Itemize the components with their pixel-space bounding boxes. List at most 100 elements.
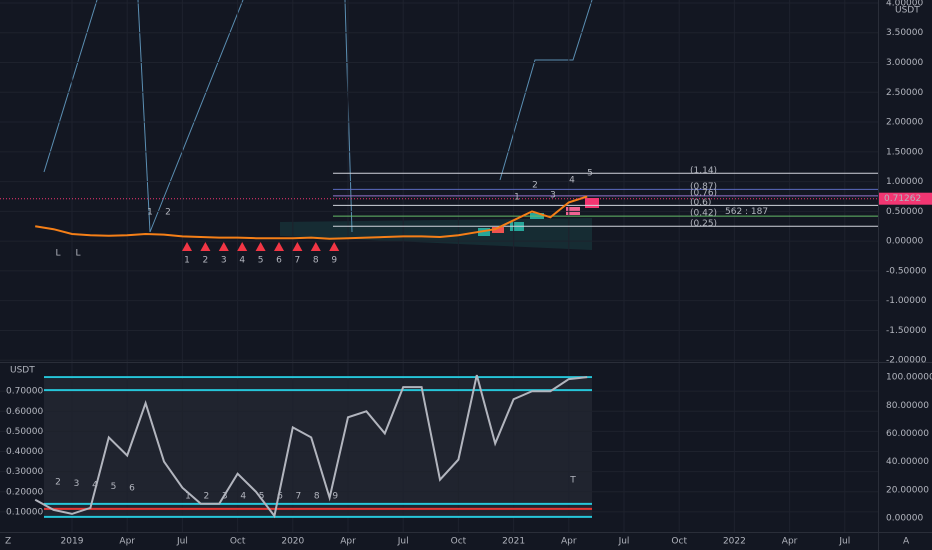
level-label: (0.6) — [690, 198, 711, 208]
count-label: 5 — [111, 482, 117, 492]
x-tick-label: 2022 — [723, 537, 746, 547]
y-tick-label: 3.50000 — [886, 28, 923, 38]
y-tick-label: 0.60000 — [6, 407, 43, 417]
count-label: 8 — [313, 256, 319, 266]
y2-tick-label: 80.00000 — [886, 401, 929, 411]
green-label: 1 — [147, 208, 153, 218]
trendline — [137, 0, 151, 233]
y-tick-label: -1.50000 — [886, 326, 927, 336]
x-tick-label: 2019 — [61, 537, 84, 547]
count-label: 9 — [332, 492, 338, 502]
count-label: 9 — [331, 256, 337, 266]
signal-triangle — [329, 242, 340, 251]
last-price-box — [879, 192, 932, 205]
y-tick-label: -0.50000 — [886, 266, 927, 276]
count-label: 8 — [314, 492, 320, 502]
count-label: 6 — [277, 492, 283, 502]
signal-triangle — [200, 242, 211, 251]
level-label: (0.87) — [690, 182, 717, 192]
signal-triangle — [255, 242, 266, 251]
y-tick-label: 3.00000 — [886, 58, 923, 68]
y-tick-label: 0.30000 — [6, 467, 43, 477]
y-tick-label: -1.00000 — [886, 296, 927, 306]
count-label: 4 — [240, 492, 246, 502]
y-tick-label: 2.50000 — [886, 88, 923, 98]
trendline — [499, 0, 593, 181]
series-line — [34, 374, 588, 519]
count-label: 2 — [203, 256, 209, 266]
x-tick-label: Apr — [340, 537, 356, 547]
x-tick-label: Oct — [230, 537, 246, 547]
trendline — [149, 0, 244, 233]
z-button[interactable]: Z — [5, 537, 11, 547]
y-tick-label: 0.20000 — [6, 487, 43, 497]
level-label: (0.42) — [690, 209, 717, 219]
green-label: 4 — [569, 176, 575, 186]
y-tick-label: 1.00000 — [886, 177, 923, 187]
last-price-label: 0.71262 — [884, 194, 921, 204]
count-label: 1 — [184, 256, 190, 266]
count-label: 7 — [296, 492, 302, 502]
level-label: (0.25) — [690, 219, 717, 229]
y-tick-label: 4.00000 — [886, 0, 923, 8]
count-label: 2 — [55, 478, 61, 488]
x-tick-label: Apr — [119, 537, 135, 547]
x-tick-label: Oct — [451, 537, 467, 547]
x-tick-label: Apr — [561, 537, 577, 547]
y2-tick-label: 60.00000 — [886, 429, 929, 439]
count-label: 3 — [221, 256, 227, 266]
y-tick-label: 0.40000 — [6, 447, 43, 457]
y2-tick-label: 100.00000 — [886, 373, 932, 383]
count-label: 1 — [185, 492, 191, 502]
count-label: 7 — [295, 256, 301, 266]
y-tick-label: 0.70000 — [6, 387, 43, 397]
y-tick-label: 0.50000 — [886, 207, 923, 217]
x-tick-label: Oct — [671, 537, 687, 547]
x-tick-label: 2021 — [502, 537, 525, 547]
green-label: 2 — [165, 208, 171, 218]
level-label: (0.76) — [690, 188, 717, 198]
y-tick-label: 0.10000 — [6, 507, 43, 517]
unit-label: USDT — [10, 366, 35, 376]
signal-triangle — [274, 242, 284, 251]
a-button[interactable]: A — [903, 537, 910, 547]
count-label: 5 — [259, 492, 265, 502]
count-label: 3 — [74, 479, 80, 489]
trendlines — [43, 0, 593, 233]
signal-triangle — [292, 242, 303, 251]
x-tick-label: Jul — [618, 537, 630, 547]
level-label: (1.14) — [690, 166, 717, 176]
letter-label: L — [55, 249, 60, 259]
x-tick-label: 2020 — [281, 537, 304, 547]
series-line — [35, 195, 588, 240]
x-tick-label: Apr — [782, 537, 798, 547]
candle — [492, 227, 504, 233]
y-tick-label: 0.00000 — [886, 237, 923, 247]
green-label: 3 — [550, 191, 556, 201]
y-tick-label: 2.00000 — [886, 118, 923, 128]
signal-triangle — [182, 242, 192, 251]
green-label: 2 — [532, 181, 538, 191]
ratio-label: 562 : 187 — [725, 207, 768, 217]
green-label: 5 — [587, 169, 593, 179]
signal-triangle — [310, 242, 321, 251]
x-tick-label: Jul — [838, 537, 850, 547]
x-tick-label: Jul — [176, 537, 188, 547]
unit-label: USDT — [895, 6, 920, 16]
oscillator-band — [44, 379, 592, 517]
signal-triangle — [218, 242, 229, 251]
t-label: T — [569, 476, 576, 486]
count-label: 4 — [92, 481, 98, 491]
count-label: 6 — [276, 256, 282, 266]
count-label: 4 — [239, 256, 245, 266]
x-tick-label: Jul — [397, 537, 409, 547]
y2-tick-label: 40.00000 — [886, 457, 929, 467]
green-label: 1 — [514, 193, 520, 203]
count-label: 6 — [129, 484, 135, 494]
letter-label: L — [75, 249, 80, 259]
y-tick-label: 1.50000 — [886, 147, 923, 157]
count-label: 5 — [258, 256, 264, 266]
trendline — [43, 0, 98, 173]
